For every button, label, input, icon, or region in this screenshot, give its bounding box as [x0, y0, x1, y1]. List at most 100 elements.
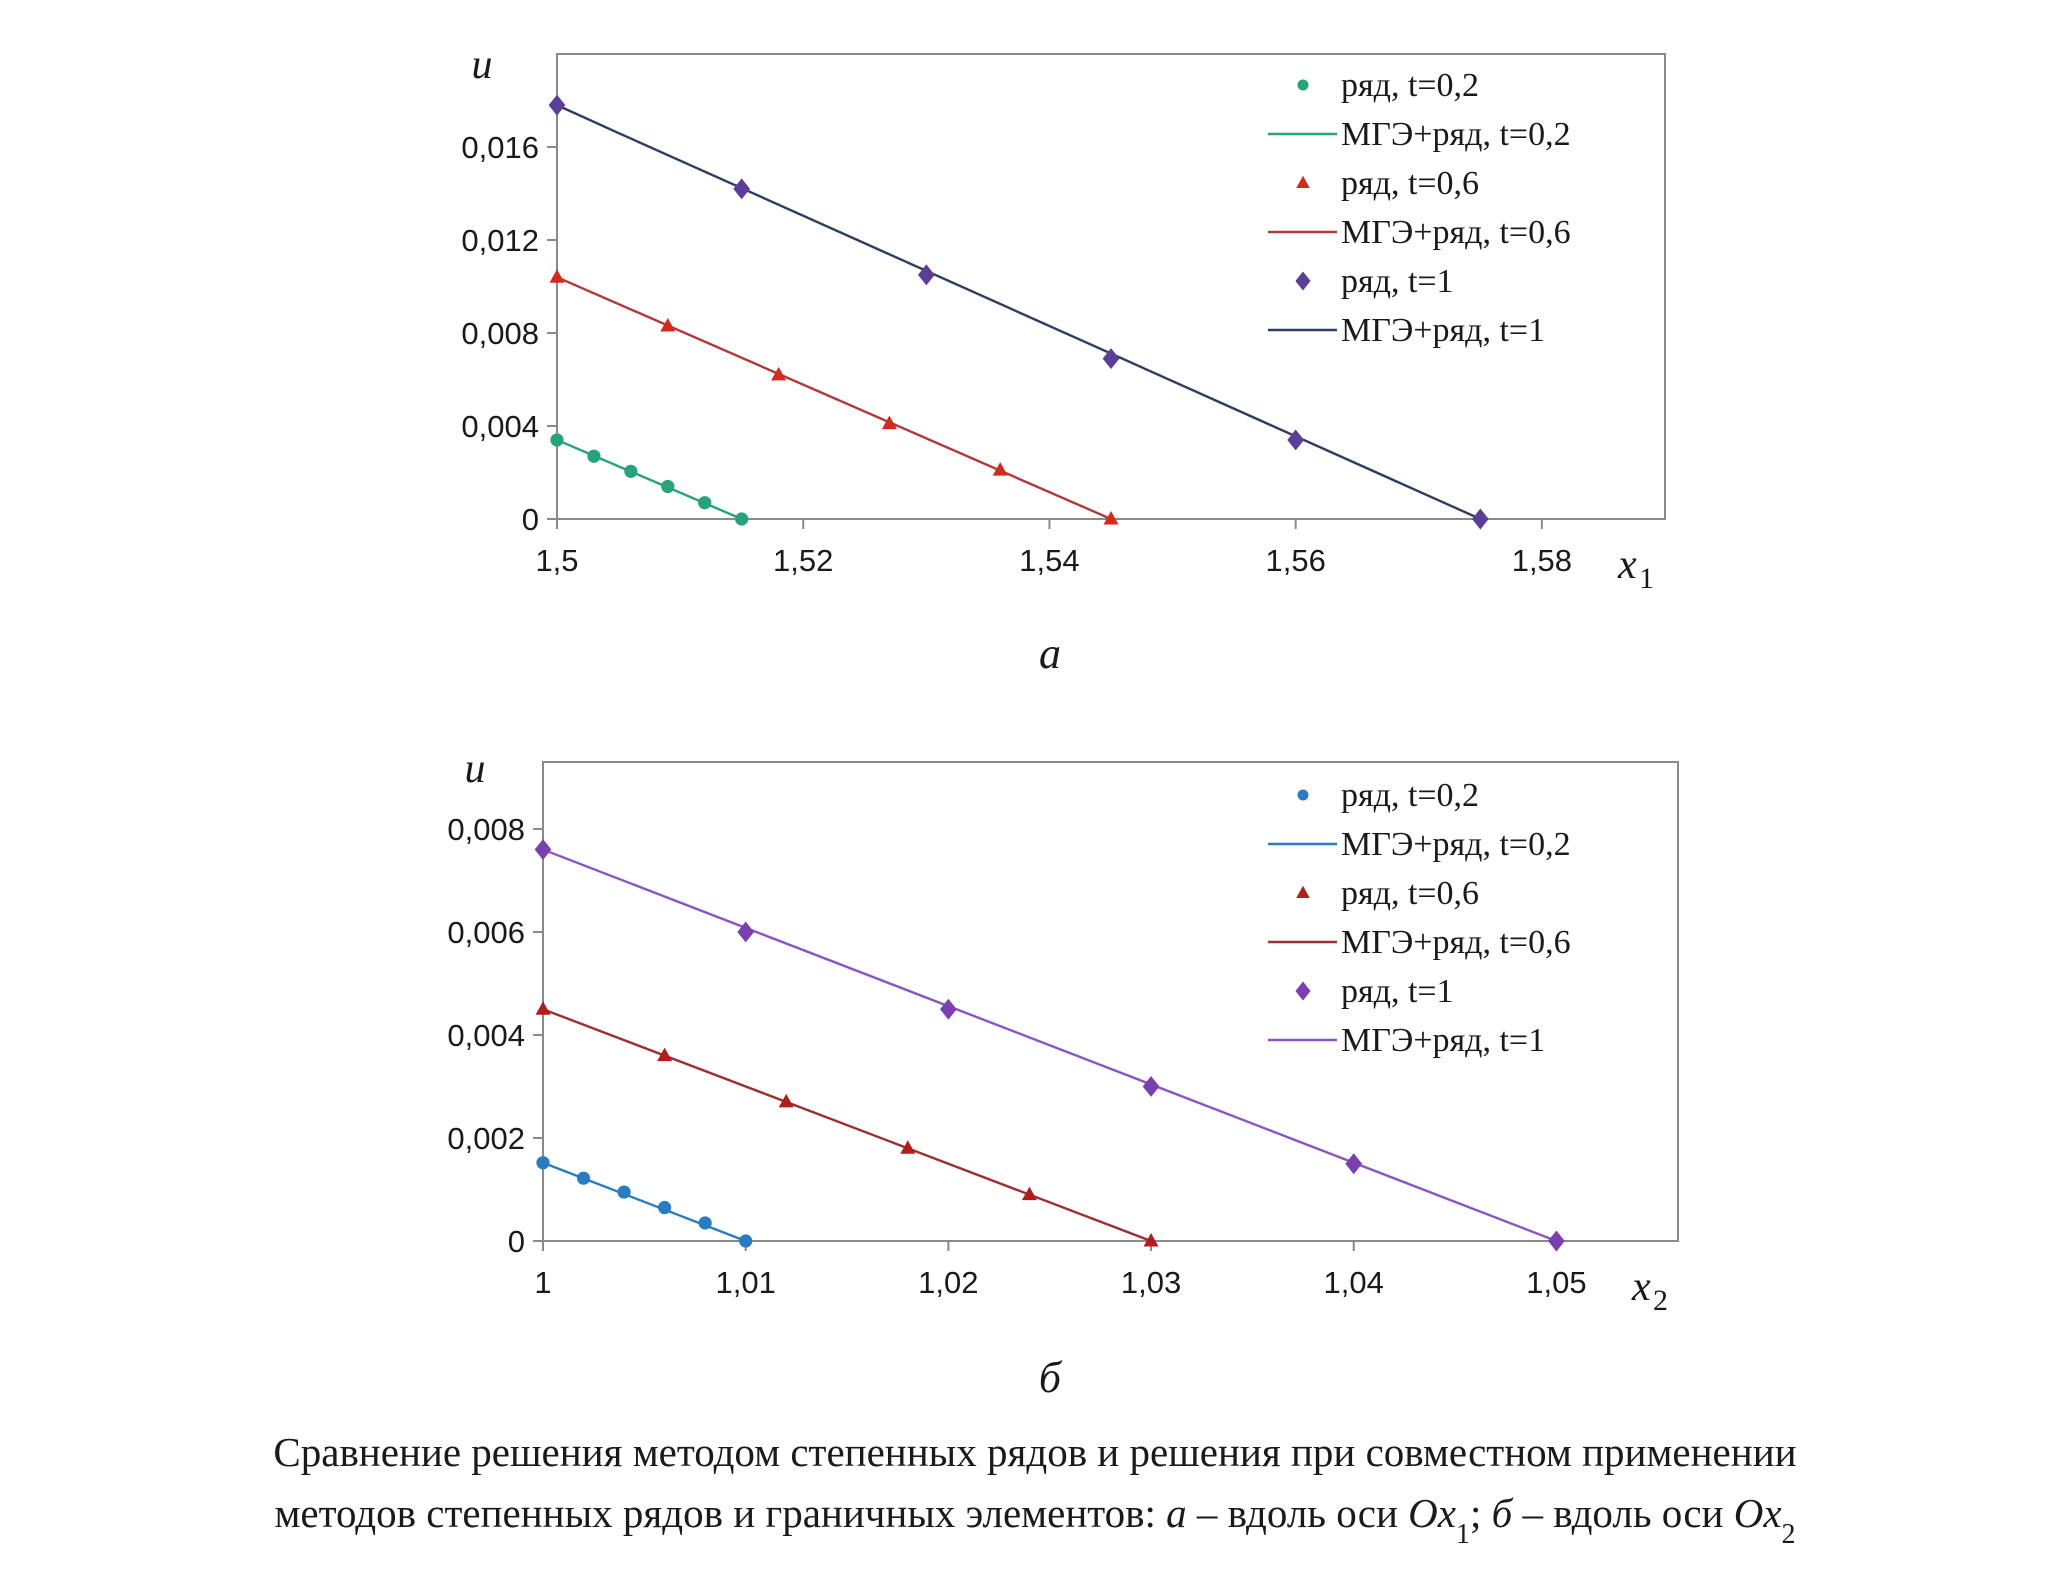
caption-part: Ox	[1734, 1490, 1782, 1536]
caption-part: – вдоль оси	[1187, 1490, 1408, 1536]
data-point	[535, 1001, 551, 1015]
x-tick-label: 1,02	[918, 1265, 978, 1300]
legend-entry: МГЭ+ряд, t=0,6	[1341, 924, 1571, 961]
caption-line-2: методов степенных рядов и граничных элем…	[274, 1490, 1795, 1550]
y-tick-label: 0	[508, 1224, 525, 1259]
legend-entry: МГЭ+ряд, t=1	[1341, 1022, 1545, 1059]
legend-marker	[1295, 271, 1311, 291]
data-point	[1102, 348, 1120, 370]
chart-a: 1,5 1,52 1,54 1,56 1,58 0 0,004 0,008 0,012 0,016…	[461, 42, 1666, 678]
x-tick-label: 1,5	[535, 543, 578, 578]
legend-marker	[1296, 885, 1310, 898]
data-point	[587, 449, 601, 463]
legend-entry: ряд, t=0,2	[1341, 777, 1479, 814]
data-point	[1142, 1076, 1160, 1097]
data-point	[576, 1171, 591, 1185]
x-tick-label: 1,03	[1121, 1265, 1181, 1300]
series-line	[556, 438, 743, 521]
caption-part: Ox	[1408, 1490, 1456, 1536]
y-tick-label: 0,008	[461, 316, 539, 351]
x-axis-label-subscript: 2	[1653, 1284, 1668, 1317]
legend-entry: ряд, t=1	[1341, 263, 1454, 300]
y-tick-label: 0,002	[447, 1121, 525, 1156]
y-tick-label: 0,012	[461, 223, 539, 258]
data-point	[1287, 429, 1305, 451]
data-point	[624, 464, 638, 478]
panel-label: б	[1039, 1353, 1063, 1402]
data-point	[617, 1185, 631, 1199]
data-point	[657, 1047, 673, 1062]
panel-label: а	[1039, 629, 1061, 678]
data-point	[534, 839, 552, 861]
legend-entry: ряд, t=0,2	[1341, 67, 1479, 104]
data-point	[771, 366, 787, 381]
x-axis-label: x	[1631, 1264, 1651, 1310]
legend-marker	[1296, 175, 1310, 188]
data-point	[735, 512, 749, 526]
caption-part: б	[1492, 1490, 1514, 1536]
legend-entry: МГЭ+ряд, t=0,2	[1341, 116, 1571, 153]
data-point	[900, 1140, 916, 1154]
data-point	[1471, 508, 1489, 530]
y-tick-label: 0	[522, 502, 539, 537]
data-point	[778, 1093, 794, 1108]
chart-b: 1 1,01 1,02 1,03 1,04 1,05 0 0,002 0,004 0,006 0,0…	[447, 746, 1679, 1402]
data-point	[548, 94, 566, 116]
legend-entry: ряд, t=0,6	[1341, 165, 1479, 202]
legend-marker	[1295, 981, 1311, 1001]
data-point	[1548, 1230, 1565, 1252]
x-tick-label: 1,54	[1019, 543, 1079, 578]
legend-entry: ряд, t=1	[1341, 973, 1454, 1010]
caption-part: методов степенных рядов и граничных элем…	[274, 1490, 1166, 1536]
legend-entry: ряд, t=0,6	[1341, 875, 1479, 912]
caption-part: 2	[1782, 1519, 1796, 1550]
data-point	[917, 264, 935, 286]
data-point	[1103, 511, 1119, 525]
data-point	[536, 1156, 550, 1170]
y-tick-label: 0,008	[447, 812, 525, 847]
data-point	[660, 318, 676, 332]
series-line	[542, 1008, 1152, 1243]
data-point	[661, 479, 675, 494]
x-axis-label: x	[1617, 542, 1637, 588]
legend-marker	[1297, 789, 1309, 801]
x-tick-label: 1,01	[716, 1265, 776, 1300]
legend-entry: МГЭ+ряд, t=0,2	[1341, 826, 1571, 863]
data-point	[739, 1234, 753, 1248]
data-point	[1143, 1233, 1159, 1247]
x-tick-label: 1,58	[1512, 543, 1572, 578]
data-point	[550, 433, 564, 447]
caption-part: а	[1166, 1490, 1187, 1536]
data-point	[881, 415, 897, 430]
y-axis-label: u	[472, 42, 493, 88]
data-point	[939, 998, 957, 1020]
y-tick-label: 0,016	[461, 130, 539, 165]
caption-line-1: Сравнение решения методом степенных рядо…	[273, 1429, 1796, 1475]
data-point	[698, 496, 712, 510]
x-axis-label-subscript: 1	[1639, 562, 1654, 595]
data-point	[658, 1200, 672, 1215]
series-line	[542, 848, 1557, 1243]
caption-part: 1	[1456, 1519, 1470, 1550]
data-point	[992, 462, 1008, 476]
x-tick-label: 1,04	[1324, 1265, 1384, 1300]
caption-part: ;	[1470, 1490, 1492, 1536]
data-point	[549, 269, 565, 283]
data-point	[1345, 1153, 1363, 1175]
y-tick-label: 0,004	[447, 1018, 525, 1053]
legend-entry: МГЭ+ряд, t=1	[1341, 312, 1545, 349]
legend-marker	[1297, 79, 1309, 91]
x-tick-label: 1,52	[773, 543, 833, 578]
data-point	[1021, 1186, 1037, 1201]
y-axis-label: u	[465, 746, 486, 792]
data-point	[737, 921, 755, 943]
series-line	[542, 1161, 747, 1243]
x-tick-label: 1	[534, 1265, 551, 1300]
caption-part: – вдоль оси	[1512, 1490, 1733, 1536]
x-tick-label: 1,56	[1265, 543, 1325, 578]
series-line	[556, 104, 1481, 521]
series-line	[556, 276, 1112, 521]
legend-entry: МГЭ+ряд, t=0,6	[1341, 214, 1571, 251]
data-point	[698, 1216, 712, 1230]
